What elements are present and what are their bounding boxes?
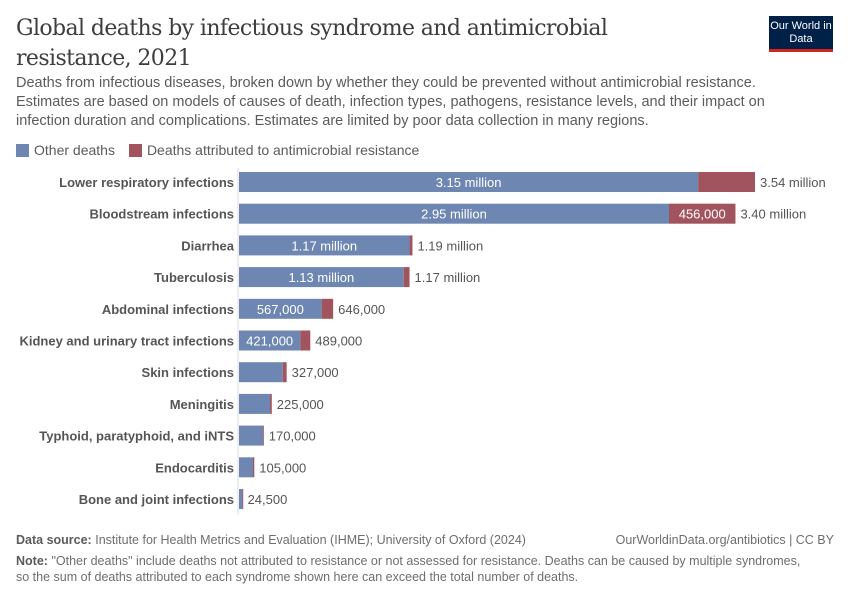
total-label: 3.40 million (740, 207, 806, 222)
bar-value-label: 421,000 (246, 334, 293, 349)
category-label: Bone and joint infections (79, 492, 234, 507)
total-label: 105,000 (259, 460, 306, 475)
bar-amr[interactable] (321, 298, 334, 319)
category-label: Kidney and urinary tract infections (19, 334, 234, 349)
category-label: Diarrhea (181, 238, 235, 253)
chart-subtitle: Deaths from infectious diseases, broken … (16, 75, 765, 129)
bar-amr[interactable] (270, 393, 272, 414)
category-label: Endocarditis (155, 460, 234, 475)
bar-amr[interactable] (263, 425, 264, 446)
bar-value-label: 2.95 million (421, 207, 487, 222)
bar-other[interactable] (239, 203, 669, 224)
bar-amr[interactable] (403, 267, 410, 288)
bar-other[interactable] (239, 267, 404, 288)
bar-other[interactable] (239, 457, 253, 478)
legend-item-amr[interactable]: Deaths attributed to antimicrobial resis… (128, 142, 419, 158)
category-label: Typhoid, paratyphoid, and iNTS (39, 429, 234, 444)
category-label: Meningitis (170, 397, 234, 412)
owid-logo[interactable]: Our World in Data (769, 16, 833, 52)
category-label: Lower respiratory infections (59, 175, 234, 190)
bar-amr[interactable] (300, 330, 311, 351)
bar-other[interactable] (239, 330, 301, 351)
bar-amr[interactable] (698, 172, 755, 192)
bar-value-label: 3.15 million (436, 175, 502, 190)
legend: Other deaths Deaths attributed to antimi… (16, 142, 419, 158)
footnote: Note: "Other deaths" include deaths not … (16, 554, 801, 584)
bar-other[interactable] (239, 362, 283, 383)
bar-value-label: 456,000 (679, 207, 726, 222)
total-label: 1.17 million (415, 270, 481, 285)
total-label: 1.19 million (417, 238, 483, 253)
bar-other[interactable] (239, 393, 271, 414)
bar-amr[interactable] (282, 362, 287, 383)
bar-amr[interactable] (242, 489, 244, 509)
chart-title: Global deaths by infectious syndrome and… (16, 16, 608, 71)
bar-value-label: 567,000 (257, 302, 304, 317)
bar-other[interactable] (239, 298, 322, 319)
data-source: Data source: Institute for Health Metric… (16, 533, 526, 547)
total-label: 24,500 (248, 492, 288, 507)
total-label: 3.54 million (760, 175, 826, 190)
category-label: Skin infections (142, 365, 234, 380)
bar-other[interactable] (239, 425, 264, 446)
bar-amr[interactable] (252, 457, 255, 478)
total-label: 327,000 (292, 365, 339, 380)
category-label: Tuberculosis (154, 270, 234, 285)
total-label: 170,000 (269, 429, 316, 444)
legend-swatch (16, 144, 29, 157)
legend-item-other[interactable]: Other deaths (16, 142, 115, 158)
total-label: 646,000 (338, 302, 385, 317)
bar-other[interactable] (239, 235, 410, 256)
bar-value-label: 1.17 million (291, 238, 357, 253)
bar-amr[interactable] (409, 235, 413, 256)
total-label: 225,000 (277, 397, 324, 412)
total-label: 489,000 (315, 334, 362, 349)
category-label: Bloodstream infections (90, 207, 234, 222)
bar-amr[interactable] (669, 203, 736, 224)
legend-swatch (128, 144, 142, 157)
category-label: Abdominal infections (102, 302, 234, 317)
bar-other[interactable] (239, 172, 699, 192)
bar-value-label: 1.13 million (288, 270, 354, 285)
bar-other[interactable] (239, 489, 243, 509)
source-url[interactable]: OurWorldinData.org/antibiotics | CC BY (615, 533, 834, 547)
